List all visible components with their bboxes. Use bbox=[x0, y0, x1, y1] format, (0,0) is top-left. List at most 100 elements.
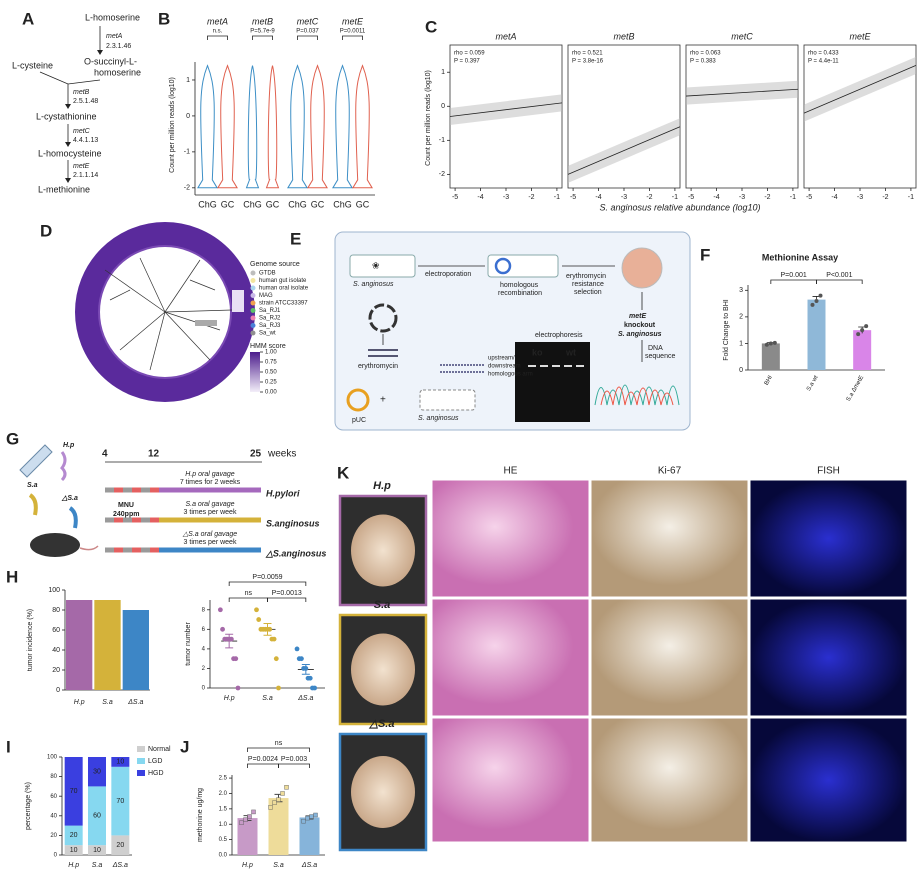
treatment-bar bbox=[159, 547, 261, 553]
y-tick-label: 0 bbox=[186, 113, 190, 120]
legend-label: strain ATCC33397 bbox=[259, 301, 308, 307]
node: L-homocysteine bbox=[38, 148, 102, 158]
violin bbox=[307, 64, 328, 189]
x-tick-label: -1 bbox=[554, 194, 560, 201]
p-value: P=0.001 bbox=[781, 272, 807, 279]
label: recombination bbox=[498, 290, 542, 297]
time-unit: weeks bbox=[267, 449, 296, 460]
point bbox=[217, 607, 223, 613]
bar-segment bbox=[88, 786, 106, 846]
mouse-tail bbox=[79, 545, 99, 551]
arrow-head bbox=[97, 50, 103, 55]
legend-swatch bbox=[250, 308, 256, 313]
label: homologous bbox=[500, 282, 539, 289]
arm-name: S.anginosus bbox=[266, 518, 320, 528]
plasmid bbox=[494, 257, 512, 275]
bracket bbox=[247, 763, 279, 768]
point bbox=[247, 814, 252, 819]
point bbox=[856, 332, 861, 337]
legend-swatch bbox=[250, 315, 256, 321]
arm-name: H.pylori bbox=[266, 488, 300, 498]
x-tick-label: -4 bbox=[477, 194, 483, 201]
bar bbox=[122, 610, 149, 690]
label: erythromycin bbox=[358, 363, 398, 370]
arm-name: △S.anginosus bbox=[265, 548, 326, 558]
label: selection bbox=[574, 289, 602, 296]
y-tick-label: 0 bbox=[56, 687, 60, 694]
p-value: P=0.0013 bbox=[272, 590, 302, 597]
node: homoserine bbox=[94, 67, 141, 77]
y-tick-label: 2.5 bbox=[219, 776, 228, 782]
node: L-cysteine bbox=[12, 60, 53, 70]
micrograph bbox=[590, 479, 749, 598]
y-tick-label: 3 bbox=[739, 287, 743, 294]
bar-segment bbox=[111, 835, 130, 855]
mnu-segment bbox=[123, 547, 132, 553]
stat: rho = 0.059 bbox=[454, 51, 485, 57]
cell bbox=[349, 254, 416, 278]
legend-label: LGD bbox=[148, 758, 162, 765]
bar bbox=[761, 343, 780, 370]
y-tick-label: 0 bbox=[54, 853, 58, 859]
x-tick-label: S.a bbox=[92, 862, 103, 869]
trend-line bbox=[803, 65, 917, 114]
y-tick-label: 20 bbox=[52, 667, 60, 674]
bracket bbox=[297, 35, 318, 40]
point bbox=[810, 302, 815, 307]
point bbox=[768, 341, 773, 346]
source-ring bbox=[98, 245, 232, 379]
stat: rho = 0.433 bbox=[808, 51, 839, 57]
panel-d: D Genome source HMM score bbox=[40, 221, 300, 402]
legend-title: Genome source bbox=[250, 261, 300, 268]
legend-swatch bbox=[250, 300, 256, 306]
point bbox=[233, 656, 239, 662]
mnu-segment bbox=[141, 517, 150, 523]
mnu-segment bbox=[132, 547, 141, 553]
label: homologous arm bbox=[488, 372, 533, 378]
icon-label: S.a bbox=[27, 482, 38, 489]
x-tick-label: BHI bbox=[764, 375, 774, 387]
label: + bbox=[380, 395, 386, 406]
bracket bbox=[252, 35, 273, 40]
y-tick-label: 60 bbox=[52, 627, 60, 634]
violin bbox=[332, 64, 353, 189]
data-label: 30 bbox=[93, 769, 101, 776]
ec: 2.1.1.14 bbox=[73, 172, 98, 179]
mnu-segment bbox=[114, 547, 123, 553]
point bbox=[313, 812, 318, 818]
bar-segment bbox=[111, 757, 130, 767]
group-label: GC bbox=[266, 199, 280, 209]
ec: 4.4.1.13 bbox=[73, 137, 98, 144]
legend-swatch bbox=[250, 270, 256, 276]
mnu-segment bbox=[141, 487, 150, 493]
node: L-homoserine bbox=[85, 12, 140, 22]
column-header: Ki-67 bbox=[658, 466, 682, 477]
legend-swatch bbox=[250, 330, 256, 336]
x-tick-label: ΔS.a bbox=[127, 699, 143, 706]
mnu-segment bbox=[105, 517, 114, 523]
x-tick-label: H.p bbox=[74, 699, 85, 706]
gene: metC bbox=[731, 31, 753, 41]
column-header: FISH bbox=[817, 466, 840, 477]
x-tick-label: S.a wt bbox=[806, 375, 820, 393]
micrograph bbox=[749, 598, 908, 717]
point bbox=[772, 340, 777, 345]
point bbox=[272, 800, 277, 805]
x-tick-label: S.a bbox=[273, 862, 284, 869]
y-tick-label: 0.0 bbox=[219, 853, 228, 859]
node: L-cystathionine bbox=[36, 111, 97, 121]
mnu-segment bbox=[123, 517, 132, 523]
legend-swatch bbox=[137, 758, 145, 764]
point bbox=[303, 666, 309, 671]
point bbox=[301, 818, 306, 824]
ec: 2.3.1.46 bbox=[106, 43, 131, 50]
label: resistance bbox=[572, 281, 604, 288]
y-tick-label: -2 bbox=[184, 185, 190, 192]
y-tick-label: -1 bbox=[439, 137, 445, 144]
y-tick-label: 2 bbox=[202, 666, 206, 672]
bracket bbox=[342, 35, 363, 40]
time: 25 bbox=[250, 449, 262, 460]
bracket bbox=[207, 35, 228, 40]
mnu: 240ppm bbox=[113, 511, 139, 518]
data-label: 10 bbox=[93, 847, 101, 854]
